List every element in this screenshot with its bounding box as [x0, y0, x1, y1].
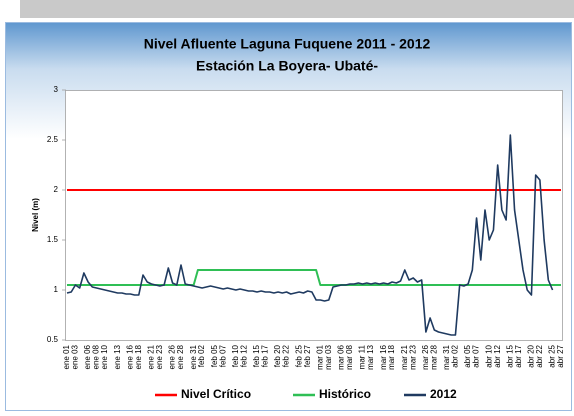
x-tick-label: abr 07	[472, 344, 481, 367]
x-tick-label: mar 11	[358, 344, 367, 369]
x-tick-label: ene 03	[71, 344, 80, 369]
x-tick-label: feb 07	[218, 344, 227, 367]
x-tick-label: mar 28	[429, 344, 438, 369]
legend-label: Nivel Crítico	[181, 387, 251, 401]
x-tick-label: ene 01	[62, 344, 71, 369]
x-tick-label: feb 17	[261, 344, 270, 367]
x-tick-label: ene 18	[134, 344, 143, 369]
x-tick-label: ene 08	[92, 344, 101, 369]
y-tick-label: 2.5	[47, 135, 59, 144]
x-tick-label: feb 10	[231, 344, 240, 367]
x-tick-label: ene 31	[189, 344, 198, 369]
x-tick-label: mar 01	[315, 344, 324, 369]
y-tick-label: 3	[54, 85, 59, 94]
x-tick-label: mar 16	[379, 344, 388, 369]
x-tick-label: mar 21	[400, 344, 409, 369]
x-tick-label: abr 27	[556, 344, 565, 367]
x-tick-label: ene 21	[147, 344, 156, 369]
x-tick-label: ene 28	[176, 344, 185, 369]
x-tick-label: feb 22	[282, 344, 291, 367]
legend-label: 2012	[430, 387, 457, 401]
x-tick-label: abr 05	[463, 344, 472, 367]
y-tick-label: 1.5	[47, 235, 59, 244]
x-tick-label: feb 12	[239, 344, 248, 367]
x-tick-label: feb 02	[197, 344, 206, 367]
x-tick-label: mar 08	[345, 344, 354, 369]
series-line	[67, 269, 561, 286]
x-tick-label: abr 25	[548, 344, 557, 367]
x-tick-label: feb 15	[252, 344, 261, 367]
x-tick-label: feb 20	[273, 344, 282, 367]
plot-area	[65, 90, 563, 341]
y-tick-label: 1	[54, 285, 59, 294]
x-tick-label: feb 25	[294, 344, 303, 367]
x-tick-label: feb 27	[303, 344, 312, 367]
x-tick-label: abr 22	[535, 344, 544, 367]
chart-subtitle: Estación La Boyera- Ubaté-	[196, 58, 378, 74]
y-tick-label: 0.5	[47, 335, 59, 344]
x-tick-label: mar 03	[324, 344, 333, 369]
x-tick-label: abr 12	[493, 344, 502, 367]
y-tick-label: 2	[54, 185, 59, 194]
x-tick-label: ene 10	[100, 344, 109, 369]
x-tick-label: mar 06	[337, 344, 346, 369]
x-tick-label: mar 18	[387, 344, 396, 369]
x-tick-label: abr 20	[527, 344, 536, 367]
x-tick-label: ene 26	[168, 344, 177, 369]
x-tick-label: ene 23	[155, 344, 164, 369]
x-tick-label: abr 02	[451, 344, 460, 367]
series-line	[66, 134, 554, 336]
x-tick-label: mar 26	[421, 344, 430, 369]
x-tick-label: ene 16	[125, 344, 134, 369]
x-tick-label: abr 17	[514, 344, 523, 367]
x-tick-label: feb 05	[210, 344, 219, 367]
x-tick-label: ene 06	[83, 344, 92, 369]
x-tick-label: mar 13	[366, 344, 375, 369]
legend-label: Histórico	[319, 387, 371, 401]
x-tick-label: abr 10	[484, 344, 493, 367]
y-axis-label: Nivel (m)	[31, 198, 40, 232]
x-tick-label: ene 13	[113, 344, 122, 369]
x-tick-label: mar 31	[442, 344, 451, 369]
top-bar	[20, 0, 574, 18]
chart-title: Nivel Afluente Laguna Fuquene 2011 - 201…	[144, 36, 431, 52]
x-tick-label: mar 23	[408, 344, 417, 369]
x-tick-label: abr 15	[505, 344, 514, 367]
